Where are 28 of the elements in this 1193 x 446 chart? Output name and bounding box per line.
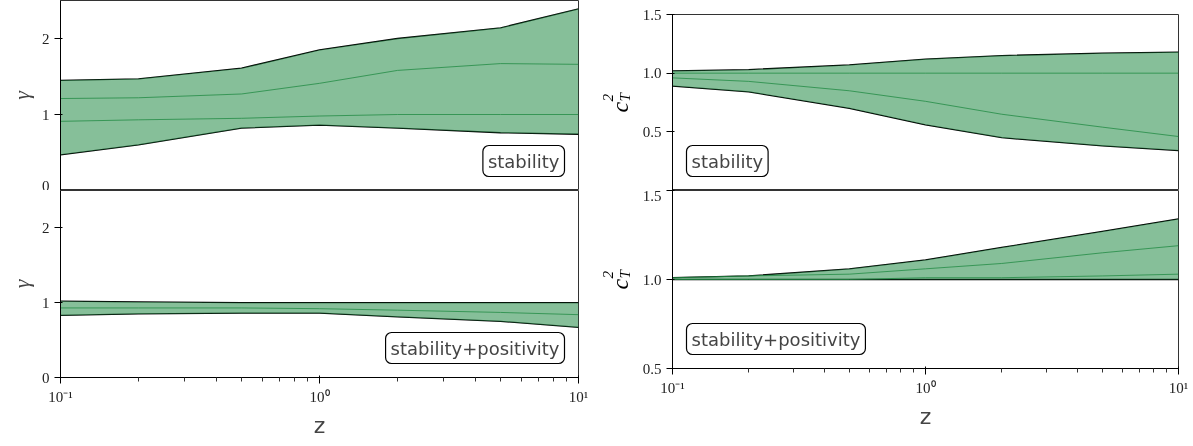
x-tick-label: 10⁻¹ [660,379,685,396]
annotation: stability+positivity [390,337,560,359]
y-tick-label: 1.0 [642,271,662,288]
x-axis-title: z [313,412,326,438]
y-tick-label: 0.5 [642,360,662,377]
y-tick-label: 1 [42,106,50,123]
y-axis-title: γ [9,278,34,289]
y-axis-title: cT2 [599,268,633,290]
y-tick-label: 1.5 [642,187,662,204]
y-tick-label: 0 [42,369,50,386]
y-tick-label: 0.5 [642,123,662,140]
y-tick-label: 2 [42,219,50,236]
x-tick-label: 10⁰ [915,379,936,396]
y-tick-label: 0 [42,177,50,194]
annotation: stability+positivity [691,328,861,350]
y-tick-label: 1.5 [642,6,662,23]
y-tick-label: 1 [42,294,50,311]
x-tick-label: 10⁻¹ [48,388,73,405]
x-axis-title: z [919,403,932,429]
y-tick-label: 2 [42,30,50,47]
y-axis-title: cT2 [599,91,633,113]
x-tick-label: 10⁰ [309,388,330,405]
x-tick-label: 10¹ [568,388,589,405]
x-tick-label: 10¹ [1168,379,1189,396]
annotation: stability [487,150,560,172]
annotation: stability [691,150,764,172]
y-tick-label: 1.0 [642,65,662,82]
y-axis-title: γ [9,89,34,100]
